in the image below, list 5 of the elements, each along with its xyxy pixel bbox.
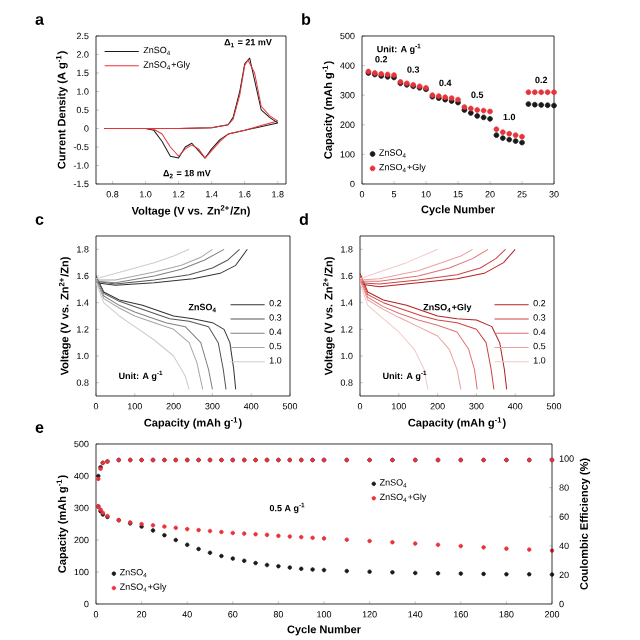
- chart-title: c: [35, 216, 44, 225]
- chart-title: d: [299, 213, 308, 225]
- chart-title: a: [35, 16, 45, 25]
- chart-title: b: [302, 13, 311, 25]
- chart-title: e: [35, 424, 44, 433]
